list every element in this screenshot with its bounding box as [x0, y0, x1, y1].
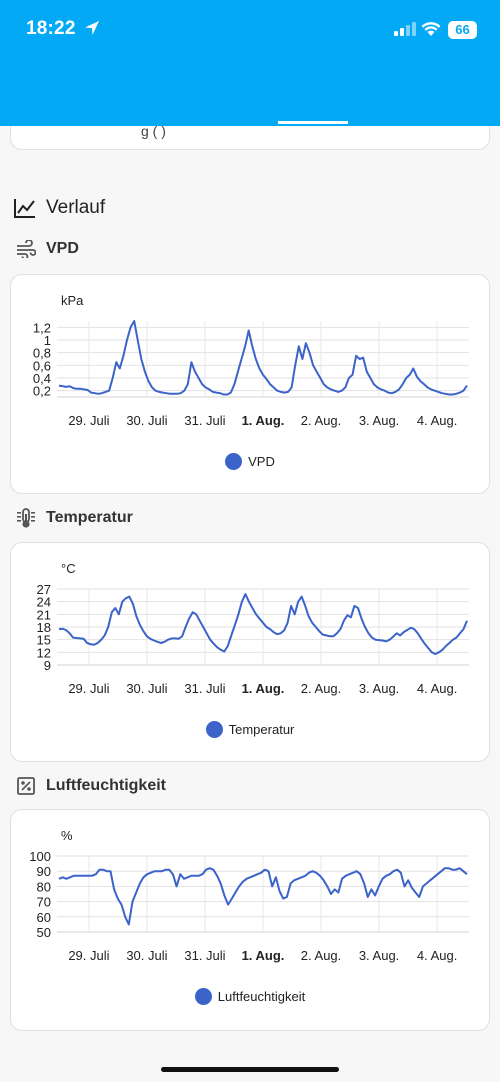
y-tick-label: 9: [44, 658, 51, 673]
x-tick-label: 3. Aug.: [359, 681, 399, 696]
vpd-legend[interactable]: VPD: [11, 453, 489, 470]
y-tick-label: 80: [37, 879, 51, 894]
x-tick-label: 4. Aug.: [417, 948, 457, 963]
x-tick-label: 1. Aug.: [242, 948, 285, 963]
battery-icon: 66: [448, 21, 477, 39]
temperature-heading-label: Temperatur: [46, 509, 133, 526]
y-tick-label: 1,2: [33, 320, 51, 335]
x-tick-label: 2. Aug.: [301, 681, 341, 696]
y-tick-label: 50: [37, 925, 51, 940]
percent-box-icon: [17, 777, 35, 795]
y-tick-label: 21: [37, 607, 51, 622]
y-tick-label: 90: [37, 864, 51, 879]
wind-icon: [17, 240, 36, 258]
legend-dot: [225, 453, 243, 470]
section-heading: Verlauf: [14, 197, 105, 219]
x-tick-label: 30. Juli: [126, 681, 167, 696]
vpd-heading-label: VPD: [46, 240, 79, 257]
y-tick-label: 0,8: [33, 346, 51, 361]
humidity-heading-label: Luftfeuchtigkeit: [46, 777, 166, 794]
y-axis-unit: °C: [61, 561, 76, 576]
wifi-icon: [421, 22, 441, 36]
x-tick-label: 4. Aug.: [417, 681, 457, 696]
x-tick-label: 1. Aug.: [242, 413, 285, 428]
app-bar-background: [0, 62, 500, 126]
y-axis-unit: kPa: [61, 293, 84, 308]
x-tick-label: 29. Juli: [68, 681, 109, 696]
status-time: 18:22: [26, 18, 76, 39]
x-tick-label: 2. Aug.: [301, 948, 341, 963]
temperature-legend-label: Temperatur: [228, 722, 295, 737]
series-line: [58, 593, 468, 655]
vpd-heading: VPD: [16, 240, 79, 258]
y-tick-label: 0,2: [33, 384, 51, 399]
previous-card-text: g ( ): [141, 123, 166, 139]
x-tick-label: 31. Juli: [184, 948, 225, 963]
humidity-legend-label: Luftfeuchtigkeit: [217, 989, 306, 1004]
home-indicator: [161, 1067, 339, 1072]
legend-dot: [194, 988, 212, 1005]
y-tick-label: 15: [37, 633, 51, 648]
x-tick-label: 31. Juli: [184, 681, 225, 696]
cellular-signal-icon: [394, 22, 416, 36]
location-arrow-icon: [85, 21, 99, 35]
humidity-heading: Luftfeuchtigkeit: [16, 776, 166, 796]
y-tick-label: 12: [37, 645, 51, 660]
y-tick-label: 70: [37, 895, 51, 910]
x-tick-label: 3. Aug.: [359, 948, 399, 963]
x-tick-label: 3. Aug.: [359, 413, 399, 428]
active-tab-indicator: [278, 121, 348, 124]
y-axis-unit: %: [61, 828, 73, 843]
humidity-legend[interactable]: Luftfeuchtigkeit: [11, 988, 489, 1005]
x-tick-label: 31. Juli: [184, 413, 225, 428]
temperature-card: °C 9 12 15 18 21 24 27 29. Juli 30. Juli 31. Juli 1…: [10, 542, 490, 762]
y-tick-label: 60: [37, 910, 51, 925]
thermometer-icon: [17, 508, 35, 528]
x-tick-label: 29. Juli: [68, 413, 109, 428]
temperature-legend[interactable]: Temperatur: [11, 721, 489, 738]
x-tick-label: 1. Aug.: [242, 681, 285, 696]
y-tick-label: 24: [37, 595, 51, 610]
x-tick-label: 2. Aug.: [301, 413, 341, 428]
x-tick-label: 30. Juli: [126, 413, 167, 428]
status-bar: 18:22 66: [0, 0, 500, 62]
humidity-card: % 50 60 70 80 90 100 29. Juli 30. Juli 31. Juli 1.…: [10, 809, 490, 1031]
x-tick-label: 29. Juli: [68, 948, 109, 963]
section-title: Verlauf: [46, 197, 106, 218]
y-tick-label: 100: [29, 849, 51, 864]
y-tick-label: 27: [37, 582, 51, 597]
legend-dot: [205, 721, 223, 738]
y-tick-label: 1: [44, 333, 51, 348]
temperature-heading: Temperatur: [16, 508, 133, 528]
y-tick-label: 0,6: [33, 358, 51, 373]
series-line: [58, 320, 468, 396]
x-tick-label: 30. Juli: [126, 948, 167, 963]
vpd-legend-label: VPD: [248, 454, 275, 469]
vpd-card: kPa 0,2 0,4 0,6 0,8 1 1,2 29. Juli 30. Juli 31. J…: [10, 274, 490, 494]
x-tick-label: 4. Aug.: [417, 413, 457, 428]
y-tick-label: 0,4: [33, 371, 51, 386]
series-line: [58, 867, 468, 926]
chart-line-icon: [14, 199, 35, 218]
y-tick-label: 18: [37, 620, 51, 635]
vpd-chart: kPa 0,20,40,60,811,2 29. Juli 30. Juli 31. J…: [33, 293, 469, 428]
